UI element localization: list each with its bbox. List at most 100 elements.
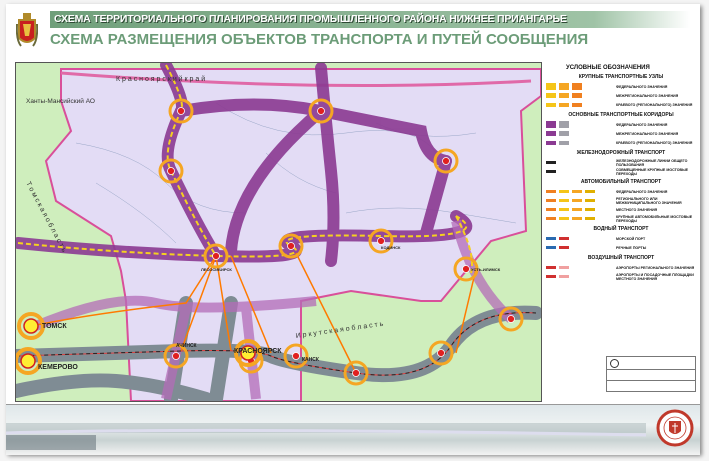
city-tomsk: ТОМСК — [42, 323, 67, 330]
legend-swatch — [546, 199, 616, 202]
legend-item: СОВМЕЩЕННЫЕ КРУПНЫЕ МОСТОВЫЕ ПЕРЕХОДЫ — [546, 167, 696, 176]
legend-item: КРУПНЫЕ АВТОМОБИЛЬНЫЕ МОСТОВЫЕ ПЕРЕХОДЫ — [546, 214, 696, 223]
legend-item-label: МЕСТНОГО ЗНАЧЕНИЯ — [616, 207, 658, 212]
legend-item: ФЕДЕРАЛЬНОГО ЗНАЧЕНИЯ — [546, 82, 696, 91]
legend-section-heading: ВОДНЫЙ ТРАНСПОРТ — [593, 226, 649, 232]
legend-swatch — [546, 246, 616, 249]
legend-item-label: КРАЕВОГО (РЕГИОНАЛЬНОГО) ЗНАЧЕНИЯ — [616, 140, 693, 145]
legend-item: КРАЕВОГО (РЕГИОНАЛЬНОГО) ЗНАЧЕНИЯ — [546, 100, 696, 109]
legend-title: УСЛОВНЫЕ ОБОЗНАЧЕНИЯ — [566, 65, 650, 71]
page-title: СХЕМА ТЕРРИТОРИАЛЬНОГО ПЛАНИРОВАНИЯ ПРОМ… — [50, 11, 690, 28]
label-irkutsk-oblast: И р к у т с к а я о б л а с т ь — [295, 320, 384, 340]
institute-logo-icon — [610, 358, 619, 368]
legend-item-label: ЖЕЛЕЗНОДОРОЖНЫЕ ЛИНИИ ОБЩЕГО ПОЛЬЗОВАНИЯ — [616, 158, 688, 167]
legend-item-label: РЕГИОНАЛЬНОГО ИЛИ МЕЖМУНИЦИПАЛЬНОГО ЗНАЧ… — [616, 196, 682, 205]
legend-swatch — [546, 170, 616, 173]
city-marker — [292, 352, 300, 360]
transport-node-ring — [428, 340, 454, 366]
legend-item-label: ФЕДЕРАЛЬНОГО ЗНАЧЕНИЯ — [616, 84, 668, 89]
city-marker — [507, 315, 515, 323]
legend-swatch — [546, 140, 616, 145]
legend-swatch — [546, 130, 616, 137]
major-city-marker — [240, 345, 256, 361]
legend-swatch — [546, 237, 616, 240]
major-node-ring — [17, 312, 45, 340]
legend-item-label: МЕЖРЕГИОНАЛЬНОГО ЗНАЧЕНИЯ — [616, 131, 679, 136]
legend-item: ФЕДЕРАЛЬНОГО ЗНАЧЕНИЯ — [546, 187, 696, 196]
map[interactable]: К р а с н о я р с к и й к р а й Ханты-Ма… — [15, 62, 542, 402]
legend-item-label: АЭРОПОРТЫ РЕГИОНАЛЬНОГО ЗНАЧЕНИЯ — [616, 265, 695, 270]
legend-item: МЕЖРЕГИОНАЛЬНОГО ЗНАЧЕНИЯ — [546, 91, 696, 100]
legend-item: МЕСТНОГО ЗНАЧЕНИЯ — [546, 205, 696, 214]
photo-banner — [5, 404, 700, 455]
city-marker — [212, 252, 220, 260]
legend-section-heading: АВТОМОБИЛЬНЫЙ ТРАНСПОРТ — [580, 179, 662, 185]
major-node-ring — [234, 339, 262, 367]
city-kemerovo: КЕМЕРОВО — [38, 364, 78, 371]
legend-section-heading: ВОЗДУШНЫЙ ТРАНСПОРТ — [587, 255, 655, 261]
city-marker — [437, 349, 445, 357]
legend-item: РЕГИОНАЛЬНОГО ИЛИ МЕЖМУНИЦИПАЛЬНОГО ЗНАЧ… — [546, 196, 696, 205]
city-marker — [442, 157, 450, 165]
transport-node-ring — [203, 243, 229, 269]
city-krasnoyarsk: КРАСНОЯРСК — [234, 348, 282, 355]
legend-item: МЕЖРЕГИОНАЛЬНОГО ЗНАЧЕНИЯ — [546, 129, 696, 138]
legend-item-label: МОРСКОЙ ПОРТ — [616, 236, 646, 241]
map-canvas: К р а с н о я р с к и й к р а й Ханты-Ма… — [16, 63, 541, 401]
legend-section-heading: ОСНОВНЫЕ ТРАНСПОРТНЫЕ КОРИДОРЫ — [568, 112, 674, 118]
legend-item: КРАЕВОГО (РЕГИОНАЛЬНОГО) ЗНАЧЕНИЯ — [546, 138, 696, 147]
legend-swatch — [546, 83, 616, 90]
landscape-photo — [5, 423, 647, 450]
city-marker — [172, 352, 180, 360]
legend-item-label: КРУПНЫЕ АВТОМОБИЛЬНЫЕ МОСТОВЫЕ ПЕРЕХОДЫ — [616, 214, 693, 223]
transport-node-ring — [308, 98, 334, 124]
transport-node-ring — [283, 343, 309, 369]
legend-swatch — [546, 102, 616, 107]
page-subtitle: СХЕМА РАЗМЕЩЕНИЯ ОБЪЕКТОВ ТРАНСПОРТА И П… — [50, 31, 589, 48]
city-kodinsk: КОДИНСК — [381, 245, 401, 250]
legend: УСЛОВНЫЕ ОБОЗНАЧЕНИЯ КРУПНЫЕ ТРАНСПОРТНЫ… — [546, 62, 696, 400]
legend-item: ЖЕЛЕЗНОДОРОЖНЫЕ ЛИНИИ ОБЩЕГО ПОЛЬЗОВАНИЯ — [546, 158, 696, 167]
transport-node-ring — [433, 148, 459, 174]
transport-node-ring — [163, 343, 189, 369]
legend-item-label: МЕЖРЕГИОНАЛЬНОГО ЗНАЧЕНИЯ — [616, 93, 679, 98]
legend-swatch — [546, 190, 616, 193]
krai-boundary — [60, 71, 532, 87]
legend-swatch — [546, 208, 616, 211]
title-block-stamp — [606, 356, 696, 392]
major-city-marker — [20, 353, 36, 369]
legend-item-label: РЕЧНЫЕ ПОРТЫ — [616, 245, 647, 250]
planned-rail — [17, 64, 473, 274]
label-khanty-mansi: Ханты-Мансийский АО — [26, 97, 95, 105]
poster: СХЕМА ТЕРРИТОРИАЛЬНОГО ПЛАНИРОВАНИЯ ПРОМ… — [5, 4, 700, 455]
legend-item: АЭРОПОРТЫ И ПОСАДОЧНЫЕ ПЛОЩАДКИ МЕСТНОГО… — [546, 272, 696, 281]
legend-item: РЕЧНЫЕ ПОРТЫ — [546, 243, 696, 252]
city-marker — [377, 237, 385, 245]
city-ust-ilimsk: УСТЬ-ИЛИМСК — [471, 267, 501, 272]
legend-swatch — [546, 266, 616, 269]
legend-item: МОРСКОЙ ПОРТ — [546, 234, 696, 243]
rail-lines — [16, 312, 537, 376]
legend-swatch — [546, 121, 616, 128]
city-marker — [462, 265, 470, 273]
legend-item-label: ФЕДЕРАЛЬНОГО ЗНАЧЕНИЯ — [616, 122, 668, 127]
city-kansk: КАНСК — [302, 357, 320, 363]
legend-swatch — [546, 217, 616, 220]
city-marker — [177, 107, 185, 115]
major-node-ring — [16, 347, 42, 375]
transport-node-ring — [343, 360, 369, 386]
legend-swatch — [546, 161, 616, 164]
legend-item: ФЕДЕРАЛЬНОГО ЗНАЧЕНИЯ — [546, 120, 696, 129]
city-marker — [167, 167, 175, 175]
legend-item-label: СОВМЕЩЕННЫЕ КРУПНЫЕ МОСТОВЫЕ ПЕРЕХОДЫ — [616, 167, 689, 176]
legend-item-label: ФЕДЕРАЛЬНОГО ЗНАЧЕНИЯ — [616, 189, 668, 194]
city-achinsk: АЧИНСК — [176, 343, 198, 349]
legend-swatch — [546, 275, 616, 278]
legend-swatch — [546, 92, 616, 99]
label-krasnoyarsk-krai: К р а с н о я р с к и й к р а й — [116, 75, 205, 83]
city-marker — [317, 107, 325, 115]
transport-node-ring — [278, 233, 304, 259]
institute-seal-logo — [656, 409, 694, 447]
city-lesosibirsk: ЛЕСОСИБИРСК — [201, 267, 232, 272]
legend-item-label: АЭРОПОРТЫ И ПОСАДОЧНЫЕ ПЛОЩАДКИ МЕСТНОГО… — [616, 272, 694, 281]
